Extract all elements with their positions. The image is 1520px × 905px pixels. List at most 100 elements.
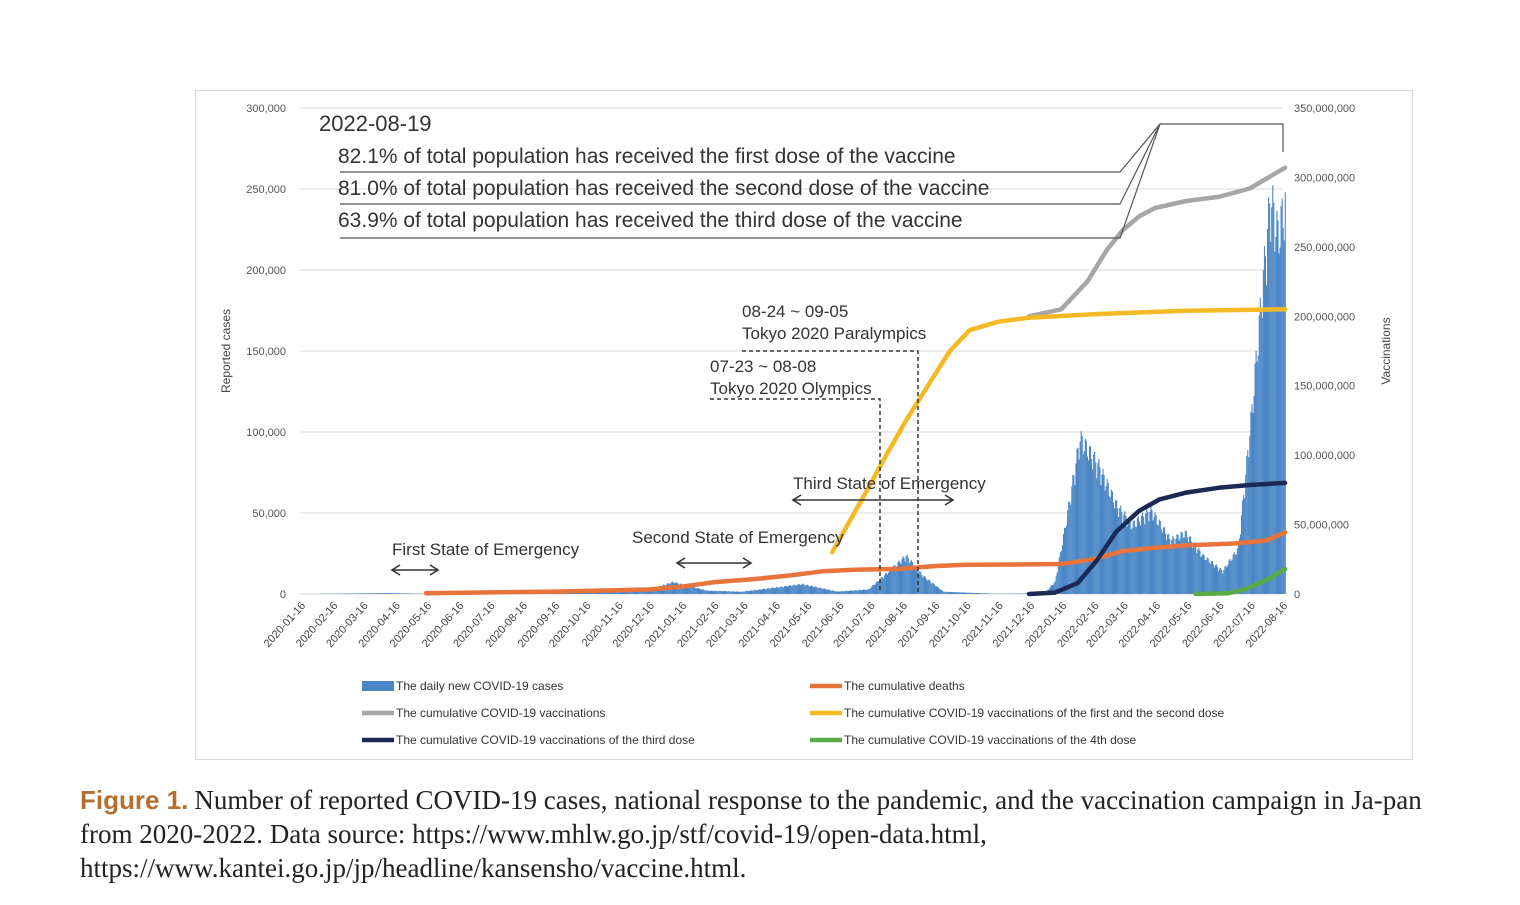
case-bar	[791, 586, 793, 594]
case-bar	[1063, 527, 1066, 594]
case-bar	[812, 587, 815, 594]
case-bar	[801, 583, 803, 594]
case-bar	[688, 585, 690, 594]
first-emergency-arrow-head-right	[429, 564, 440, 576]
case-bar	[1158, 519, 1160, 594]
case-bar	[763, 588, 765, 594]
case-bar	[805, 584, 807, 594]
case-bar	[395, 593, 397, 594]
case-bar	[1196, 553, 1198, 594]
first-emergency-arrow-head-left	[390, 564, 401, 576]
case-bar	[887, 572, 890, 594]
case-bar	[1246, 455, 1248, 594]
case-bar	[844, 591, 846, 594]
case-bar	[1230, 560, 1232, 594]
case-bar	[731, 591, 733, 594]
y2-axis-label: Vaccinations	[1379, 317, 1393, 384]
third-emergency-label: Third State of Emergency	[793, 474, 986, 493]
case-bar	[828, 589, 830, 594]
case-bar	[1270, 241, 1272, 594]
case-bar	[910, 560, 912, 594]
case-bar	[1219, 568, 1221, 594]
case-bar	[600, 591, 602, 594]
case-bar	[972, 592, 974, 594]
case-bar	[1252, 412, 1254, 594]
case-bar	[1073, 475, 1075, 594]
case-bar	[369, 593, 371, 594]
case-bar	[775, 587, 777, 594]
case-bar	[953, 592, 955, 594]
case-bar	[864, 589, 866, 594]
case-bar	[940, 589, 942, 594]
case-bar	[607, 591, 609, 594]
case-bar	[1214, 564, 1217, 594]
case-bar	[866, 589, 868, 594]
case-bar	[807, 585, 809, 594]
case-bar	[1264, 256, 1267, 594]
y2-tick-label: 0	[1294, 589, 1300, 601]
case-bar	[852, 590, 854, 594]
case-bar	[361, 593, 363, 594]
case-bar	[904, 561, 906, 594]
case-bar	[1098, 458, 1100, 594]
case-bar	[865, 589, 867, 594]
case-bar	[948, 592, 950, 594]
case-bar	[926, 580, 928, 594]
case-bar	[729, 591, 731, 594]
case-bar	[376, 593, 378, 594]
case-bar	[379, 593, 381, 594]
case-bar	[719, 590, 721, 594]
case-bar	[1254, 363, 1256, 594]
case-bar	[1201, 555, 1203, 594]
case-bar	[970, 592, 972, 594]
case-bar	[961, 592, 964, 594]
case-bar	[390, 593, 392, 594]
case-bar	[799, 584, 801, 594]
case-bar	[975, 592, 977, 594]
case-bar	[739, 591, 741, 594]
case-bar	[1135, 526, 1137, 594]
case-bar	[1245, 474, 1247, 594]
paralympics-bracket	[742, 350, 919, 592]
case-bar	[618, 590, 620, 594]
case-bar	[1160, 529, 1162, 594]
case-bar	[686, 586, 689, 594]
case-bar	[375, 593, 377, 594]
legend-label-1: The cumulative deaths	[844, 679, 965, 693]
case-bar	[958, 592, 960, 594]
case-bar	[1132, 520, 1134, 594]
case-bar	[366, 593, 368, 594]
case-bar	[1104, 490, 1106, 594]
case-bar	[981, 593, 983, 594]
case-bar	[1161, 532, 1163, 594]
figure-caption: Figure 1. Number of reported COVID-19 cas…	[80, 783, 1480, 885]
case-bar	[1091, 459, 1093, 594]
case-bar	[1247, 449, 1249, 594]
case-bar	[1274, 251, 1276, 595]
case-bar	[893, 565, 895, 594]
case-bar	[956, 592, 958, 594]
case-bar	[1206, 557, 1208, 594]
y-tick-label: 0	[280, 589, 286, 601]
case-bar	[936, 586, 939, 594]
case-bar	[1198, 547, 1200, 594]
third-emergency-arrow-head-left	[791, 494, 802, 506]
case-bar	[1101, 474, 1103, 594]
case-bar	[965, 592, 967, 594]
case-bar	[1232, 554, 1234, 594]
case-bar	[1258, 315, 1260, 594]
case-bar	[1210, 561, 1212, 594]
case-bar	[1114, 500, 1117, 594]
case-bar	[905, 555, 907, 594]
case-bar	[678, 584, 680, 594]
case-bar	[790, 585, 792, 594]
case-bar	[381, 593, 383, 594]
case-bar	[1273, 202, 1275, 594]
case-bar	[1265, 285, 1268, 594]
case-bar	[1238, 538, 1241, 594]
case-bar	[1186, 537, 1188, 594]
case-bar	[759, 589, 761, 594]
case-bar	[1052, 585, 1054, 594]
case-bar	[730, 591, 732, 594]
case-bar	[1192, 548, 1194, 594]
